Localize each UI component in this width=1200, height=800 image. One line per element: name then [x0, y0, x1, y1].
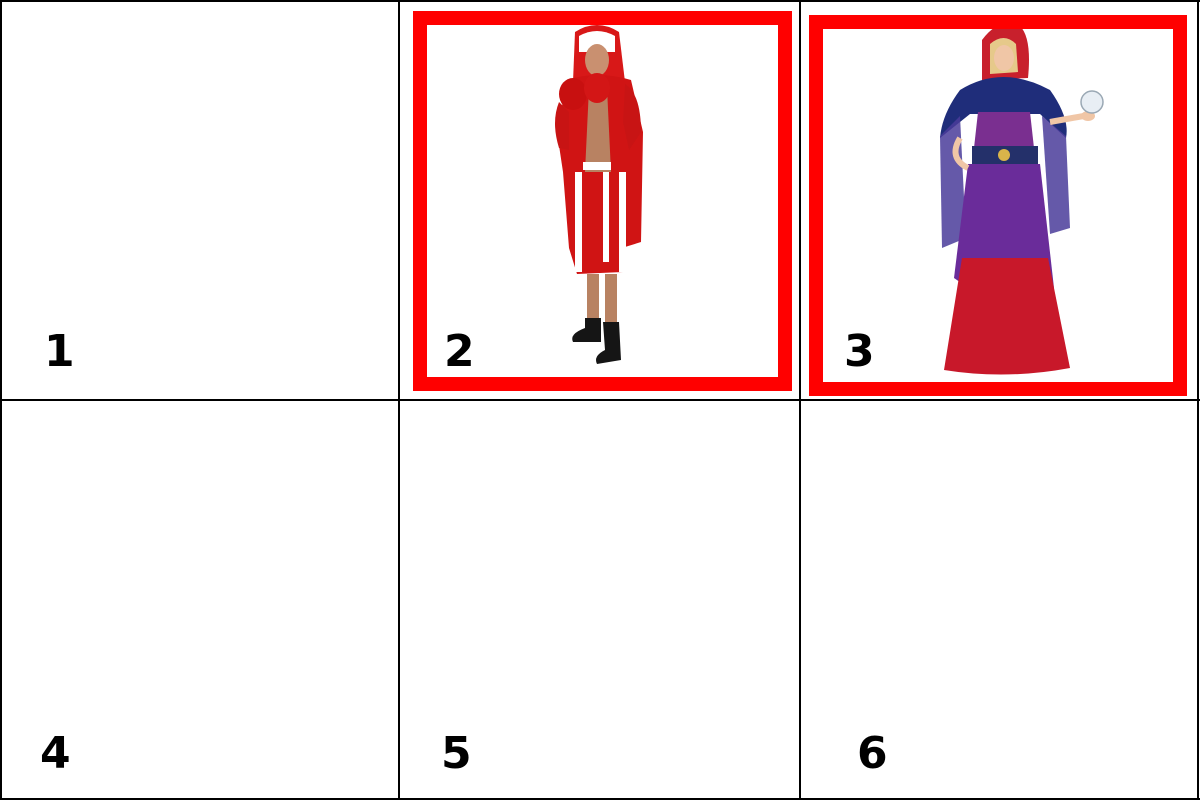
grid-cell-3[interactable]: 3: [800, 0, 1200, 400]
fortune-teller-costume-image: [940, 23, 1104, 375]
grid-line: [0, 0, 1200, 2]
grid-line: [0, 399, 1200, 401]
grid-cell-4[interactable]: 4: [0, 400, 400, 800]
cell-number: 5: [441, 728, 472, 779]
grid-line: [0, 0, 2, 800]
cell-number: 6: [857, 728, 888, 779]
grid-cell-2[interactable]: 2: [400, 0, 800, 400]
cell-number: 3: [844, 326, 875, 377]
cell-number: 4: [40, 728, 71, 779]
grid-line: [398, 0, 400, 800]
cell-number: 2: [444, 326, 475, 377]
grid-line: [0, 798, 1200, 800]
grid-cell-1[interactable]: 1: [0, 0, 400, 400]
grid-line: [1197, 0, 1199, 800]
cell-number: 1: [44, 326, 75, 377]
grid-line: [799, 0, 801, 800]
boxer-costume-image: [555, 25, 643, 364]
grid-cell-5[interactable]: 5: [400, 400, 800, 800]
grid-cell-6[interactable]: 6: [800, 400, 1200, 800]
